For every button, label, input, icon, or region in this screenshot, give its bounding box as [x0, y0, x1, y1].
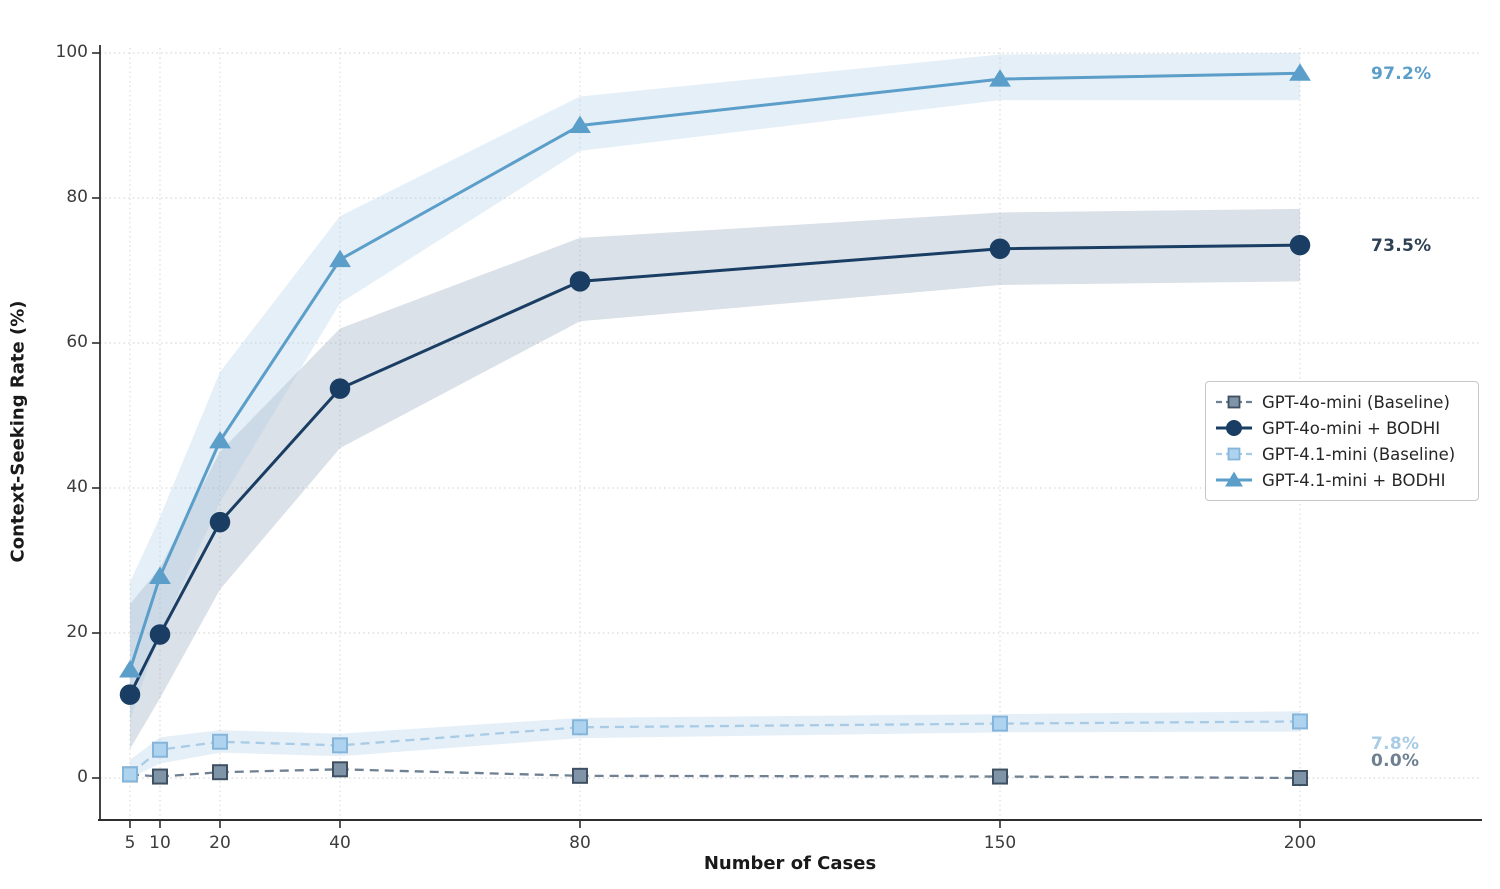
series-line — [129, 768, 1301, 780]
legend-item: GPT-4.1-mini (Baseline) — [1214, 441, 1468, 467]
confidence-band — [130, 53, 1300, 720]
legend-item: GPT-4.1-mini + BODHI — [1214, 467, 1468, 493]
series-end-label: 0.0% — [1371, 751, 1420, 771]
square-marker — [212, 733, 228, 750]
square-marker — [572, 767, 588, 784]
x-tick-label: 150 — [983, 833, 1017, 853]
legend-label: GPT-4o-mini + BODHI — [1262, 418, 1441, 438]
triangle-marker — [149, 566, 171, 584]
legend-label: GPT-4o-mini (Baseline) — [1262, 392, 1450, 412]
x-tick-label: 20 — [209, 833, 231, 853]
triangle-marker — [569, 115, 591, 133]
square-marker — [152, 768, 168, 785]
circle-marker — [119, 684, 141, 705]
confidence-band — [130, 208, 1300, 749]
x-tick-label: 200 — [1283, 833, 1317, 853]
triangle-marker — [329, 249, 351, 268]
circle-marker — [329, 378, 351, 399]
legend-item: GPT-4o-mini + BODHI — [1214, 415, 1468, 441]
circle-marker — [989, 238, 1011, 259]
legend-label: GPT-4.1-mini (Baseline) — [1262, 444, 1456, 464]
circle-marker — [209, 511, 231, 533]
x-tick-label: 10 — [149, 833, 171, 853]
triangle-marker — [1289, 63, 1311, 81]
triangle-marker — [209, 430, 231, 449]
circle-legend-swatch-icon — [1216, 420, 1252, 436]
series-end-label: 97.2% — [1371, 64, 1432, 85]
circle-marker — [1289, 234, 1311, 256]
square-marker — [992, 768, 1008, 785]
y-tick-label: 20 — [66, 622, 88, 642]
square-legend-swatch-icon — [1216, 395, 1252, 409]
circle-marker — [149, 624, 171, 645]
square-marker — [332, 761, 348, 778]
square-legend-swatch-icon — [1216, 447, 1252, 461]
y-axis-title: Context-Seeking Rate (%) — [7, 300, 29, 563]
y-tick-label: 80 — [66, 187, 88, 207]
triangle-marker — [989, 69, 1011, 87]
y-tick-label: 0 — [77, 767, 88, 787]
square-marker — [1292, 713, 1308, 730]
triangle-marker — [119, 660, 141, 678]
y-tick-label: 60 — [66, 332, 88, 352]
square-marker — [572, 719, 588, 736]
square-marker — [1292, 770, 1308, 786]
square-marker — [332, 737, 348, 754]
triangle-legend-swatch-icon — [1216, 471, 1252, 487]
square-marker — [992, 715, 1008, 732]
y-tick-label: 100 — [55, 42, 88, 62]
y-tick-label: 40 — [66, 477, 88, 497]
series-end-label: 7.8% — [1371, 734, 1420, 755]
legend-item: GPT-4o-mini (Baseline) — [1214, 389, 1468, 415]
legend-label: GPT-4.1-mini + BODHI — [1262, 470, 1446, 490]
series-end-label: 73.5% — [1371, 236, 1432, 257]
square-marker — [122, 766, 138, 783]
square-marker — [152, 741, 168, 758]
x-tick-label: 40 — [329, 833, 351, 853]
x-axis-title: Number of Cases — [703, 853, 877, 874]
x-tick-label: 80 — [569, 833, 591, 853]
square-marker — [212, 764, 228, 781]
x-tick-label: 5 — [124, 833, 136, 853]
legend: GPT-4o-mini (Baseline) GPT-4o-mini + BODH… — [1205, 381, 1479, 501]
circle-marker — [569, 271, 591, 292]
